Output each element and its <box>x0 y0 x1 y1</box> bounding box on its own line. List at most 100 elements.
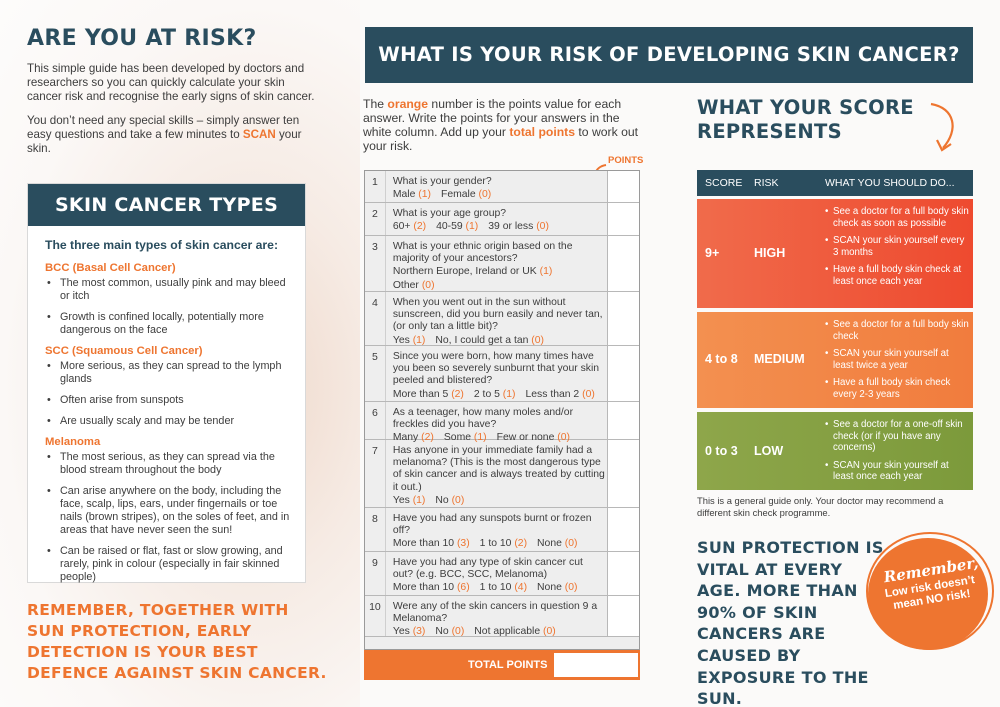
points-input-cell[interactable] <box>607 596 639 636</box>
action-item: See a doctor for a full body skin check <box>825 319 970 342</box>
question-number: 3 <box>372 241 378 253</box>
answer-points: (0) <box>478 189 492 201</box>
answer-points: (3) <box>412 626 426 638</box>
band-low: 0 to 3 LOW See a doctor for a one-off sk… <box>697 412 973 490</box>
band-score: 0 to 3 <box>705 444 738 458</box>
risk-banner: WHAT IS YOUR RISK OF DEVELOPING SKIN CAN… <box>365 27 973 83</box>
answer-label: No, I could get a tan <box>435 334 529 346</box>
answer-option: More than 5 (2) <box>393 389 464 400</box>
question-cell: What is your gender? Male (1) Female (0) <box>384 171 607 202</box>
answer-label: More than 10 <box>392 538 455 550</box>
answer-points: (2) <box>514 538 528 550</box>
answer-options: More than 10 (3) 1 to 10 (2) None (0) <box>393 538 605 550</box>
action-item: See a doctor for a full body skin check … <box>825 206 970 229</box>
answer-points: (3) <box>456 538 470 550</box>
instr-3: to work out your risk. <box>363 125 639 153</box>
type-item: Often arise from sunspots <box>45 394 292 407</box>
points-label: POINTS <box>608 155 644 166</box>
quiz-row: 8 Have you had any sunspots burnt or froz… <box>365 508 639 552</box>
answer-points: (0) <box>557 432 570 444</box>
answer-points: (2) <box>451 388 464 400</box>
question-cell: Has anyone in your immediate family had … <box>384 440 607 507</box>
answer-label: Yes <box>392 334 410 346</box>
type-item: Growth is confined locally, potentially … <box>45 311 292 337</box>
points-input-cell[interactable] <box>607 346 639 401</box>
question-cell: Have you had any type of skin cancer cut… <box>384 552 607 595</box>
points-input-cell[interactable] <box>607 552 639 595</box>
answer-option: Some (1) <box>444 432 487 443</box>
answer-option: Few or none (0) <box>497 432 570 443</box>
answer-points: (0) <box>564 582 578 594</box>
quiz-row: 2 What is your age group? 60+ (2) 40-59 (1)… <box>365 203 639 236</box>
points-input-cell[interactable] <box>607 236 639 291</box>
band-risk: HIGH <box>754 246 786 260</box>
answer-points: (0) <box>536 221 549 233</box>
score-title: WHAT YOUR SCORE REPRESENTS <box>697 96 914 143</box>
left-title: ARE YOU AT RISK? <box>27 26 257 51</box>
remember-badge-text: Remember, Low risk doesn’t mean NO risk! <box>879 554 983 612</box>
band-actions: See a doctor for a one-off skin check (o… <box>825 419 970 489</box>
answer-option: Less than 2 (0) <box>525 389 594 400</box>
risk-quiz-table: 1 What is your gender? Male (1) Female (0) 2… <box>364 170 640 650</box>
answer-label: Other <box>392 279 419 291</box>
answer-option: 1 to 10 (4) <box>480 582 527 593</box>
answer-points: (0) <box>451 494 465 506</box>
type-heading: BCC (Basal Cell Cancer) <box>45 262 176 274</box>
action-item: Have a full body skin check at least onc… <box>825 264 970 287</box>
answer-option: 40-59 (1) <box>436 221 478 232</box>
points-input-cell[interactable] <box>607 508 639 551</box>
question-cell: Were any of the skin cancers in question… <box>384 596 607 637</box>
guide-note: This is a general guide only. Your docto… <box>697 495 944 518</box>
type-list: The most common, usually pink and may bl… <box>45 277 292 337</box>
answer-option: No, I could get a tan (0) <box>435 335 544 346</box>
answer-points: (2) <box>413 221 427 233</box>
points-input-cell[interactable] <box>607 171 639 202</box>
answer-option: More than 10 (3) <box>393 538 470 549</box>
answer-label: 39 or less <box>488 221 534 233</box>
answer-points: (0) <box>582 388 595 400</box>
answer-points: (1) <box>465 221 479 233</box>
action-item: SCAN your skin yourself at least twice a… <box>825 348 970 371</box>
question-number: 8 <box>372 513 378 525</box>
instr-1: The <box>363 97 388 111</box>
types-lead: The three main types of skin cancer are: <box>45 238 279 252</box>
quiz-instructions: The orange number is the points value fo… <box>363 97 643 153</box>
answer-label: Some <box>443 432 472 444</box>
answer-options: Many (2) Some (1) Few or none (0) <box>393 432 605 444</box>
header-score: SCORE <box>705 177 743 189</box>
quiz-row: 4 When you went out in the sun without su… <box>365 292 639 346</box>
answer-option: Female (0) <box>441 189 491 200</box>
answer-points: (1) <box>412 494 426 506</box>
points-input-cell[interactable] <box>607 440 639 507</box>
answer-option: Not applicable (0) <box>474 626 555 637</box>
band-score: 4 to 8 <box>705 352 738 366</box>
answer-label: No <box>435 494 449 506</box>
points-input-cell[interactable] <box>607 402 639 439</box>
question-text: When you went out in the sun without sun… <box>392 297 603 333</box>
answer-label: Yes <box>392 626 410 638</box>
answer-points: (1) <box>473 432 487 444</box>
points-input-cell[interactable] <box>607 203 639 235</box>
total-points-input-box[interactable] <box>554 653 638 677</box>
type-item: The most serious, as they can spread via… <box>45 451 292 477</box>
answer-points: (1) <box>502 388 516 400</box>
answer-option: Yes (3) <box>393 626 426 637</box>
answer-option: Northern Europe, Ireland or UK (1) <box>393 266 605 278</box>
answer-label: Northern Europe, Ireland or UK <box>392 266 537 278</box>
band-high: 9+ HIGH See a doctor for a full body ski… <box>697 199 973 308</box>
question-text: What is your age group? <box>392 208 507 219</box>
answer-options: Yes (1) No (0) <box>393 495 605 507</box>
answer-points: (4) <box>514 582 528 594</box>
action-item: Have a full body skin check every 2-3 ye… <box>825 377 970 400</box>
question-text: Have you had any type of skin cancer cut… <box>392 557 583 581</box>
question-cell: When you went out in the sun without sun… <box>384 292 607 346</box>
band-risk: LOW <box>754 444 784 458</box>
remember-badge-icon <box>866 532 994 650</box>
answer-label: 60+ <box>392 221 411 233</box>
type-item: Are usually scaly and may be tender <box>45 415 292 428</box>
points-input-cell[interactable] <box>607 292 639 345</box>
answer-option: None (0) <box>537 538 577 549</box>
answer-options: Male (1) Female (0) <box>393 189 605 201</box>
quiz-row: 6 As a teenager, how many moles and/or fr… <box>365 402 639 443</box>
quiz-row: 10 Were any of the skin cancers in questi… <box>365 596 639 637</box>
